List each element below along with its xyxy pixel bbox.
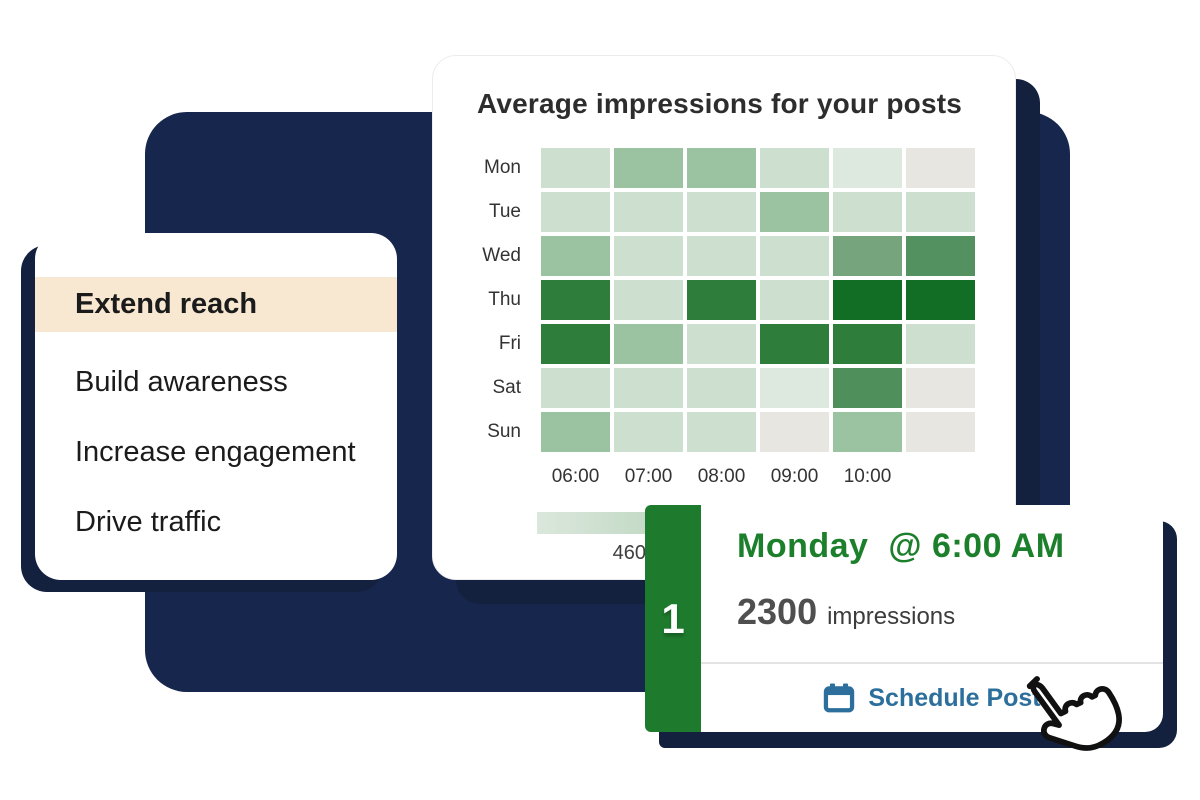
impressions-unit: impressions	[827, 603, 956, 630]
heatmap-row-label: Thu	[488, 289, 521, 310]
heatmap-row-label: Fri	[498, 333, 521, 354]
heatmap-cell[interactable]	[760, 236, 829, 276]
rank-strip: 1	[645, 505, 701, 732]
heatmap-col-label	[906, 456, 975, 496]
heatmap-cell[interactable]	[760, 324, 829, 364]
heatmap-cell[interactable]	[687, 324, 756, 364]
heatmap-cell[interactable]	[906, 148, 975, 188]
heatmap-cell[interactable]	[760, 192, 829, 232]
heatmap-cell[interactable]	[541, 368, 610, 408]
heatmap-cell[interactable]	[906, 368, 975, 408]
heatmap-cell[interactable]	[687, 192, 756, 232]
heatmap-cell[interactable]	[614, 236, 683, 276]
heatmap-cell[interactable]	[833, 148, 902, 188]
heatmap-cell[interactable]	[760, 412, 829, 452]
heatmap-cell[interactable]	[906, 236, 975, 276]
best-time-headline: Monday @ 6:00 AM	[737, 527, 1065, 565]
heatmap-cell[interactable]	[614, 324, 683, 364]
heatmap-cell[interactable]	[614, 412, 683, 452]
heatmap-cell[interactable]	[614, 148, 683, 188]
heatmap-col-label: 07:00	[624, 466, 673, 487]
heatmap-cell[interactable]	[906, 192, 975, 232]
heatmap-cell[interactable]	[833, 368, 902, 408]
chart-card: Average impressions for your posts Mon Tu…	[432, 55, 1016, 580]
heatmap-cell[interactable]	[833, 192, 902, 232]
heatmap-cell[interactable]	[906, 280, 975, 320]
heatmap-row-label: Mon	[484, 157, 521, 178]
impressions-value: 2300	[737, 591, 818, 632]
heatmap-cell[interactable]	[833, 412, 902, 452]
heatmap-cell[interactable]	[833, 236, 902, 276]
heatmap-cell[interactable]	[541, 148, 610, 188]
calendar-icon	[824, 683, 855, 713]
heatmap-cell[interactable]	[614, 368, 683, 408]
heatmap-cell[interactable]	[687, 280, 756, 320]
heatmap-cell[interactable]	[687, 148, 756, 188]
schedule-post-label: Schedule Post	[868, 683, 1041, 712]
heatmap-col-label: 10:00	[843, 466, 892, 487]
rank-number: 1	[661, 594, 685, 642]
heatmap-cell[interactable]	[614, 280, 683, 320]
heatmap-cell[interactable]	[541, 192, 610, 232]
heatmap-cell[interactable]	[833, 280, 902, 320]
heatmap-col-label: 08:00	[697, 466, 746, 487]
divider	[701, 662, 1163, 664]
heatmap-col-label: 09:00	[770, 466, 819, 487]
heatmap-row-label: Sun	[487, 421, 521, 442]
goal-menu-card: Extend reach Build awareness Increase enga…	[35, 233, 397, 580]
heatmap-cell[interactable]	[760, 368, 829, 408]
heatmap-cell[interactable]	[760, 280, 829, 320]
heatmap-cell[interactable]	[541, 412, 610, 452]
heatmap-cell[interactable]	[541, 280, 610, 320]
legend-min-label: 460	[612, 542, 646, 564]
schedule-post-button[interactable]: Schedule Post	[701, 664, 1163, 732]
menu-item-increase-engagement[interactable]: Increase engagement	[75, 436, 356, 468]
heatmap-cell[interactable]	[760, 148, 829, 188]
impressions-metric: 2300 impressions	[737, 591, 955, 633]
heatmap-row-label: Sat	[492, 377, 521, 398]
heatmap-cell[interactable]	[687, 368, 756, 408]
heatmap-cell[interactable]	[687, 236, 756, 276]
chart-title: Average impressions for your posts	[477, 88, 963, 119]
schedule-card: 1 Monday @ 6:00 AM 2300 impressions Sched…	[645, 505, 1163, 732]
heatmap-cell[interactable]	[906, 412, 975, 452]
heatmap-grid: Mon Tue Wed Thu Fri Sat Sun 06:00 07:00 08:00 09:0…	[473, 148, 975, 496]
heatmap-cell[interactable]	[687, 412, 756, 452]
menu-item-build-awareness[interactable]: Build awareness	[75, 366, 288, 398]
heatmap-cell[interactable]	[541, 324, 610, 364]
menu-item-extend-reach[interactable]: Extend reach	[35, 277, 397, 332]
heatmap-row-label: Tue	[488, 201, 521, 222]
heatmap-row-label: Wed	[482, 245, 521, 266]
heatmap-cell[interactable]	[614, 192, 683, 232]
menu-item-drive-traffic[interactable]: Drive traffic	[75, 506, 222, 538]
heatmap-cell[interactable]	[906, 324, 975, 364]
heatmap-cell[interactable]	[541, 236, 610, 276]
heatmap-cell[interactable]	[833, 324, 902, 364]
heatmap-col-label: 06:00	[551, 466, 600, 487]
